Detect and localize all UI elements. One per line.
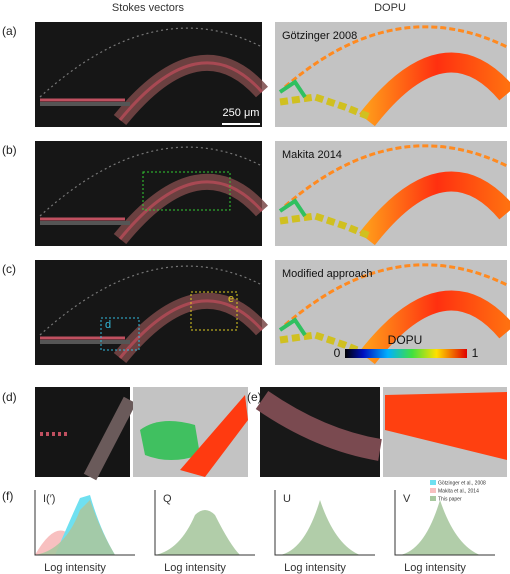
axis	[394, 490, 495, 556]
label: (e)	[247, 390, 262, 404]
zoom-feature	[255, 390, 382, 461]
colorbar	[345, 349, 467, 358]
label: I(′)	[43, 493, 55, 505]
label: DOPU	[388, 333, 423, 347]
label: This paper	[438, 496, 462, 502]
stokes-image	[35, 141, 262, 246]
axis	[274, 490, 375, 556]
histogram	[280, 500, 360, 555]
label: (b)	[2, 143, 17, 157]
zoom-feature	[385, 392, 507, 460]
histogram	[155, 510, 240, 555]
label: Götzinger et al., 2008	[438, 480, 486, 486]
graphic: Q Log intensity	[154, 490, 255, 574]
label: Makita 2014	[282, 149, 342, 161]
label: U	[283, 493, 291, 505]
label: Log intensity	[164, 562, 226, 574]
label: Log intensity	[404, 562, 466, 574]
graphic	[430, 488, 436, 493]
graphic: U Log intensity	[274, 490, 375, 574]
axis	[154, 490, 255, 556]
label: d	[105, 319, 111, 331]
graphic: V Log intensity	[394, 490, 495, 574]
label: (a)	[2, 24, 17, 38]
label: Makita et al., 2014	[438, 488, 479, 494]
graphic	[430, 496, 436, 501]
zoom-feature	[180, 395, 248, 477]
label: 1	[472, 346, 479, 360]
graphic	[430, 480, 436, 485]
label: 0	[334, 346, 341, 360]
label: V	[403, 493, 411, 505]
graphic: I(′) Log intensity	[34, 490, 135, 574]
legend: Götzinger et al., 2008 Makita et al., 20…	[430, 480, 486, 502]
stokes-image	[35, 260, 262, 365]
label: 250 μm	[223, 107, 260, 119]
label: Log intensity	[44, 562, 106, 574]
axis	[34, 490, 135, 556]
label: e	[228, 293, 234, 305]
label: Götzinger 2008	[282, 30, 357, 42]
label: Q	[163, 493, 172, 505]
roi-box	[190, 291, 238, 331]
roi-box	[142, 171, 231, 211]
label: (c)	[2, 262, 16, 276]
graphic: I(′) Log intensity Q Log intensity U Log inte…	[34, 490, 495, 574]
label: Stokes vectors	[112, 2, 185, 14]
label: Log intensity	[284, 562, 346, 574]
label: (d)	[2, 390, 17, 404]
histogram	[400, 500, 480, 555]
label: Modified approach	[282, 268, 373, 280]
roi-box	[100, 317, 140, 351]
label: DOPU	[374, 2, 406, 14]
label: (f)	[2, 489, 13, 503]
zoom-feature	[83, 396, 137, 481]
histogram	[35, 500, 115, 555]
zoom-feature	[140, 421, 200, 460]
